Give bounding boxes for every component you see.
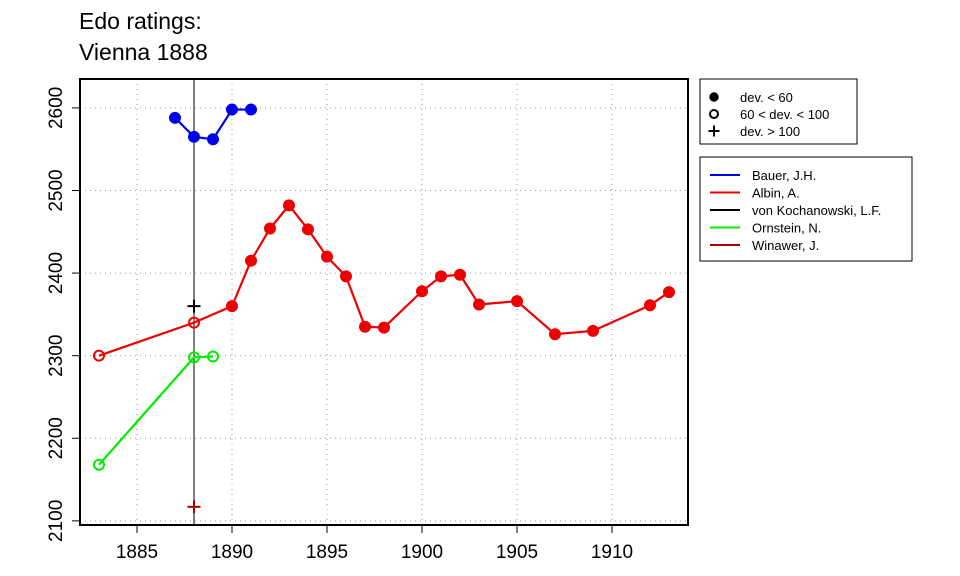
series-legend-label: von Kochanowski, L.F. — [752, 203, 881, 218]
series-legend-label: Ornstein, N. — [752, 221, 821, 236]
data-point — [454, 268, 466, 281]
series-bauer-j-h — [169, 103, 257, 146]
data-point — [587, 324, 599, 337]
series-line-ornstein-n — [98, 355, 214, 466]
x-tick-label: 1900 — [401, 542, 443, 563]
series-winawer-j — [187, 500, 201, 514]
data-point — [187, 299, 201, 313]
marker-legend-symbol-plus — [708, 125, 720, 137]
data-point — [435, 270, 447, 283]
data-point — [245, 254, 257, 267]
data-point — [93, 349, 105, 362]
y-tick-label: 2200 — [46, 417, 67, 459]
legends: dev. < 60 60 < dev. < 100 dev. > 100 Bauer,… — [699, 78, 913, 262]
data-point — [188, 316, 200, 329]
marker-legend: dev. < 60 60 < dev. < 100 dev. > 100 — [699, 78, 858, 145]
data-point — [245, 103, 257, 116]
data-point — [416, 285, 428, 298]
chart-title-line-1: Edo ratings: — [79, 8, 202, 34]
data-point — [644, 299, 656, 312]
plot-frame — [79, 78, 689, 526]
data-point — [169, 111, 181, 124]
data-point — [188, 351, 200, 364]
data-point — [511, 295, 523, 308]
data-point — [321, 250, 333, 263]
data-point — [378, 321, 390, 334]
y-tick-label: 2600 — [46, 87, 67, 129]
x-tick-label: 1905 — [496, 542, 538, 563]
data-point — [207, 350, 219, 363]
axes: 1885 1890 1895 1900 1905 1910 2100 2200 2300 2400… — [46, 87, 633, 563]
series-legend-label: Albin, A. — [752, 186, 800, 201]
series-legend-label: Winawer, J. — [752, 238, 819, 253]
series-layer — [93, 103, 675, 514]
y-tick-label: 2300 — [46, 335, 67, 377]
data-point — [473, 298, 485, 311]
data-point — [188, 130, 200, 143]
data-point — [264, 222, 276, 235]
data-point — [663, 286, 675, 299]
data-point — [340, 270, 352, 283]
marker-legend-symbol-filled — [709, 92, 719, 102]
series-von-kochanowski-l-f — [187, 299, 201, 313]
grid — [80, 79, 688, 525]
data-point — [187, 500, 201, 514]
x-tick-label: 1885 — [116, 542, 158, 563]
data-point — [283, 199, 295, 212]
data-point — [549, 328, 561, 341]
y-tick-label: 2400 — [46, 252, 67, 294]
data-point — [302, 223, 314, 236]
series-line-albin-a — [98, 204, 670, 357]
data-point — [226, 300, 238, 313]
data-point — [226, 103, 238, 116]
x-tick-label: 1895 — [306, 542, 348, 563]
data-point — [359, 320, 371, 333]
series-legend: Bauer, J.H. Albin, A. von Kochanowski, L.F… — [699, 156, 913, 262]
marker-legend-label: 60 < dev. < 100 — [740, 107, 829, 122]
data-point — [207, 133, 219, 146]
series-albin-a — [93, 199, 675, 362]
y-tick-label: 2100 — [46, 500, 67, 542]
x-tick-label: 1890 — [211, 542, 253, 563]
y-tick-label: 2500 — [46, 169, 67, 211]
marker-legend-label: dev. < 60 — [740, 90, 793, 105]
series-ornstein-n — [93, 350, 219, 471]
data-point — [93, 458, 105, 471]
chart-title-line-2: Vienna 1888 — [79, 39, 208, 65]
marker-legend-symbol-open — [709, 109, 719, 119]
marker-legend-box — [699, 78, 858, 145]
series-legend-label: Bauer, J.H. — [752, 168, 816, 183]
x-tick-label: 1910 — [591, 542, 633, 563]
marker-legend-label: dev. > 100 — [740, 124, 800, 139]
chart-title: Edo ratings: Vienna 1888 — [79, 6, 208, 68]
